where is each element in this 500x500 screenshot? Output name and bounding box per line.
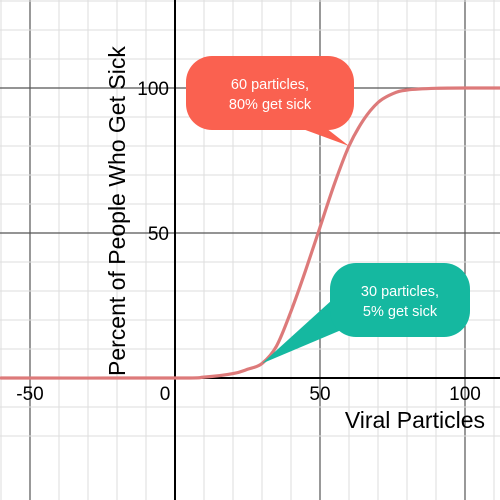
callouts: 60 particles, 80% get sick 30 particles, 5%…: [186, 56, 470, 364]
callout-label: 60 particles,: [231, 77, 309, 93]
series: [0, 86, 500, 380]
callout-label: 30 particles,: [361, 284, 439, 300]
x-tick-label: 50: [309, 384, 330, 405]
x-tick-label: -50: [16, 384, 43, 405]
x-axis-title: Viral Particles: [345, 407, 485, 433]
y-axis-title: Percent of People Who Get Sick: [104, 46, 130, 376]
callout-pointer: [262, 300, 346, 364]
tick-labels: -50 0 50 100 50 100: [16, 79, 481, 405]
callout-box: [186, 56, 354, 130]
callout-label: 80% get sick: [229, 97, 312, 113]
callout: 30 particles, 5% get sick: [262, 263, 470, 364]
callout-pointer: [300, 128, 349, 146]
x-tick-label: 0: [160, 384, 171, 405]
callout: 60 particles, 80% get sick: [186, 56, 354, 146]
series-line: [0, 86, 500, 380]
y-tick-label: 100: [137, 79, 169, 100]
x-tick-label: 100: [449, 384, 481, 405]
y-tick-label: 50: [148, 224, 169, 245]
callout-label: 5% get sick: [363, 304, 438, 320]
callout-box: [330, 263, 470, 337]
